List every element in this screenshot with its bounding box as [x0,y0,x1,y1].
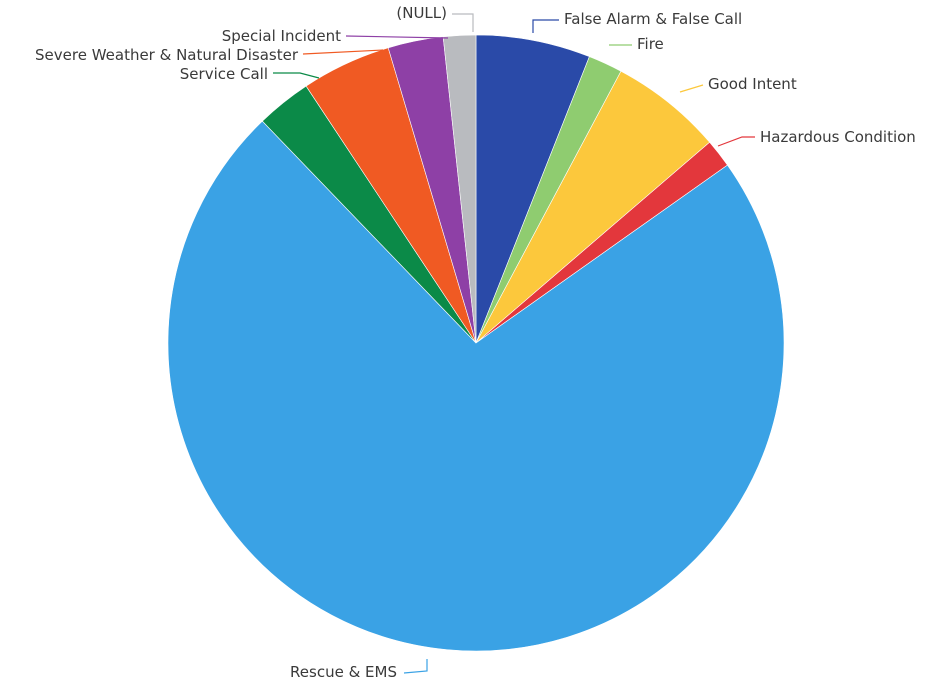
slice-label-null: (NULL) [396,4,447,22]
slice-label-hazardous-condition: Hazardous Condition [760,128,916,146]
leader-line-special-incident [345,35,449,39]
leader-line-rescue-ems [403,659,428,674]
slice-label-special-incident: Special Incident [222,27,341,45]
slice-label-false-alarm-false-call: False Alarm & False Call [564,10,742,28]
slice-label-rescue-ems: Rescue & EMS [290,663,397,681]
pie-slice-null [442,34,477,344]
leader-line-hazardous-condition [717,136,755,147]
leader-line-null [452,13,474,32]
pie-slice-rescue-ems [167,120,785,652]
slice-label-fire: Fire [637,35,664,53]
leader-line-service-call [273,72,320,79]
leader-line-false-alarm-false-call [532,19,559,33]
slice-label-severe-weather-natural-disaster: Severe Weather & Natural Disaster [35,46,299,64]
slice-labels: False Alarm & False Call Fire Good Intent H… [35,4,916,681]
pie-slices [167,34,785,652]
slice-label-service-call: Service Call [180,65,268,83]
slice-label-good-intent: Good Intent [708,75,797,93]
leader-line-good-intent [679,84,704,93]
leader-line-severe-weather-natural-disaster [302,49,384,55]
leader-lines [273,13,755,674]
